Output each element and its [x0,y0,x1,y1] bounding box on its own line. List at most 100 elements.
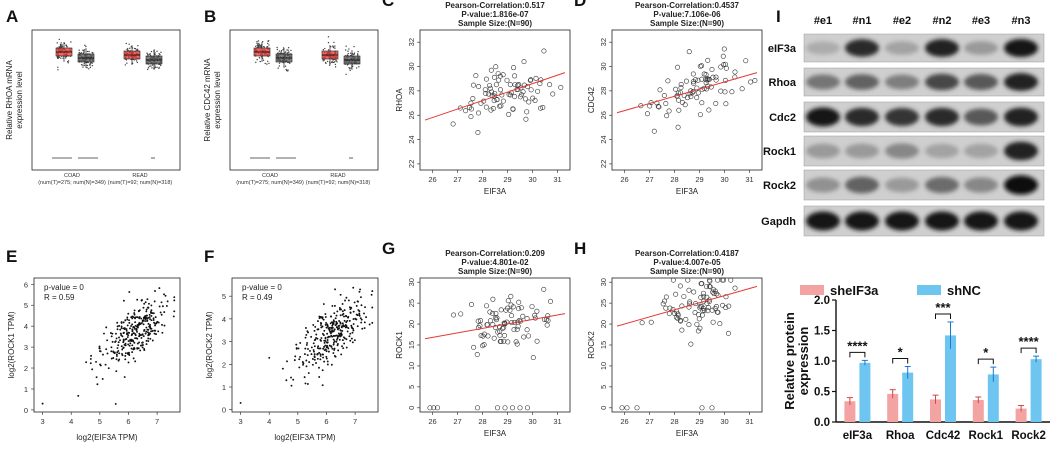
scatter-point [732,285,738,291]
scatter-point [158,305,161,308]
scatter-point [706,305,712,311]
plot-frame [611,29,763,171]
scatter-point [326,344,328,347]
blot-row-label: Rock2 [763,180,796,192]
scatter-point [371,290,374,293]
scatter-point [722,77,728,83]
scatter-point [501,333,507,339]
scatter-point [152,312,155,315]
scatter-point [488,67,494,73]
scatter-point [325,357,328,360]
scatter-point [124,319,127,322]
box-jitter-point [327,36,330,38]
scatter-point [361,327,364,330]
bar-shNC [945,335,956,422]
scatter-point [332,352,335,354]
scatter-point [332,338,335,341]
scatter-point [331,329,334,332]
scatter-point [476,83,482,89]
significance-bracket [892,357,909,364]
bar-shNC [987,374,999,422]
scatter-point [471,344,477,350]
scatter-point [313,339,316,342]
scatter-point [124,358,127,361]
scatter-point [663,305,669,311]
box-jitter-point [126,62,128,64]
scatter-point [341,302,344,305]
scatter-point [707,284,713,290]
scatter-point [516,306,522,312]
panel-title-line: Pearson-Correlation:0.517 [445,1,545,10]
y-tick-label: 32 [599,38,608,46]
scatter-point [127,343,130,346]
x-tick-label: 6 [126,417,130,426]
scatter-point [151,312,154,315]
scatter-point [134,324,137,327]
y-tick-label: 3 [24,343,28,352]
bar-sheIF3a [844,401,856,422]
scatter-point [352,310,355,313]
scatter-point [468,302,474,308]
box-jitter-point [327,49,330,51]
scatter-point [166,300,169,303]
scatter-point [338,327,341,329]
scatter-point [318,315,321,318]
scatter-point [355,304,358,307]
scatter-point [132,347,135,350]
scatter-point [346,319,349,322]
scatter-point [703,80,709,86]
scatter-point [319,338,322,341]
panel-b-ylabel-2: expression level [213,71,222,129]
scatter-point [118,324,121,327]
scatter-point [352,286,355,289]
scatter-point [146,328,149,331]
blot-band [885,211,919,231]
scatter-point [332,343,335,346]
scatter-point [484,303,490,309]
scatter-point [342,324,345,326]
scatter-point [718,64,724,70]
blot-row-label: Rhoa [769,77,797,89]
scatter-point [297,347,300,350]
scatter-point [348,306,351,309]
scatter-point [343,319,346,322]
scatter-point [495,71,501,77]
scatter-point [720,302,726,308]
box-jitter-point [282,61,284,64]
scatter-point [495,329,501,335]
scatter-point [558,85,564,91]
scatter-point [295,343,298,346]
scatter-point [347,327,350,330]
scatter-point [344,299,346,302]
scatter-point [468,100,474,106]
scatter-point [726,303,732,309]
box-jitter-point [78,51,81,54]
scatter-point [312,342,315,345]
scatter-point [165,305,168,307]
box-jitter-point [62,57,64,59]
scatter-point [313,329,316,332]
box-jitter-point [83,49,86,51]
scatter-point [333,312,336,315]
scatter-point [715,277,721,283]
box-jitter-point [147,67,150,69]
scatter-point [338,320,341,322]
scatter-point [313,356,316,359]
scatter-point [475,130,481,136]
scatter-point [298,366,301,369]
panel-label-c: C [382,0,394,10]
bar-sheIF3a [1015,408,1027,422]
x-tick-label: eIF3a [843,430,873,442]
scatter-point [494,97,500,103]
x-tick-label: 26 [620,175,628,184]
scatter-point [324,336,327,339]
scatter-point [150,319,153,322]
scatter-point [134,321,137,324]
scatter-point [314,325,317,328]
box-jitter-point [80,64,83,66]
scatter-point [688,94,694,100]
box-jitter-point [333,61,335,64]
bar-shNC [902,372,914,422]
scatter-point [337,332,340,335]
